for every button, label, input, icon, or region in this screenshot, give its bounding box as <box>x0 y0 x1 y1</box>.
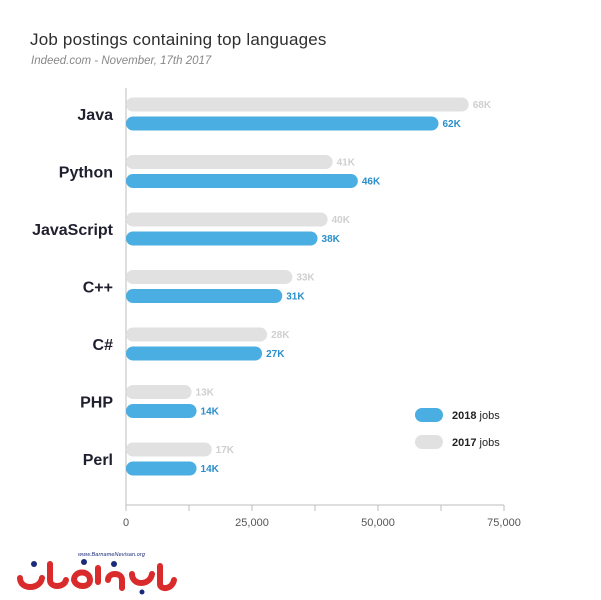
legend-entry: 2017 jobs <box>452 437 500 449</box>
value-label-2018: 38K <box>322 234 341 245</box>
bar-2017 <box>126 270 293 284</box>
bar-2018 <box>126 174 358 188</box>
value-label-2017: 28K <box>271 330 290 341</box>
value-label-2017: 33K <box>296 273 315 284</box>
bar-2017 <box>126 442 212 457</box>
category-label: Java <box>77 107 113 124</box>
bar-chart: 0 25,000 50,000 75,000 Java 68K 62K Python 41K 46… <box>32 88 521 529</box>
chart-title: Job postings containing top languages <box>30 30 327 49</box>
bar-2018 <box>126 346 263 361</box>
bar-2018 <box>126 231 318 246</box>
watermark-url: www.BarnameNevisan.org <box>78 552 146 558</box>
bar-2017 <box>126 155 333 169</box>
bar-2018 <box>126 289 283 303</box>
category-label: Python <box>59 165 113 182</box>
value-label-2017: 17K <box>216 445 235 456</box>
category-label: Perl <box>83 452 113 469</box>
category-label: C# <box>93 337 114 354</box>
bar-2018 <box>126 404 197 418</box>
bar-2018 <box>126 116 439 131</box>
value-label-2017: 41K <box>337 158 356 169</box>
legend-swatch <box>415 435 443 449</box>
category-label: JavaScript <box>32 222 114 239</box>
category-label: PHP <box>80 395 113 412</box>
legend-entry: 2018 jobs <box>452 410 500 422</box>
bar-2017 <box>126 212 328 227</box>
legend-swatch <box>415 408 443 422</box>
value-label-2018: 31K <box>286 292 305 303</box>
category-label: C++ <box>83 280 113 297</box>
value-label-2018: 14K <box>201 407 220 418</box>
value-label-2018: 46K <box>362 177 381 188</box>
barnamenevisan-logo <box>17 559 177 595</box>
x-tick-label: 50,000 <box>361 517 395 529</box>
bar-2017 <box>126 97 469 112</box>
value-label-2018: 27K <box>266 349 285 360</box>
bar-2017 <box>126 385 192 399</box>
x-tick-label: 25,000 <box>235 517 269 529</box>
x-tick-label: 0 <box>123 517 129 529</box>
bar-2017 <box>126 327 268 342</box>
value-label-2018: 62K <box>442 119 461 130</box>
x-tick-label: 75,000 <box>487 517 521 529</box>
value-label-2018: 14K <box>201 464 220 475</box>
value-label-2017: 68K <box>473 100 492 111</box>
value-label-2017: 13K <box>196 388 215 399</box>
chart-subtitle: Indeed.com - November, 17th 2017 <box>31 55 212 67</box>
bar-2018 <box>126 461 197 476</box>
value-label-2017: 40K <box>332 215 351 226</box>
